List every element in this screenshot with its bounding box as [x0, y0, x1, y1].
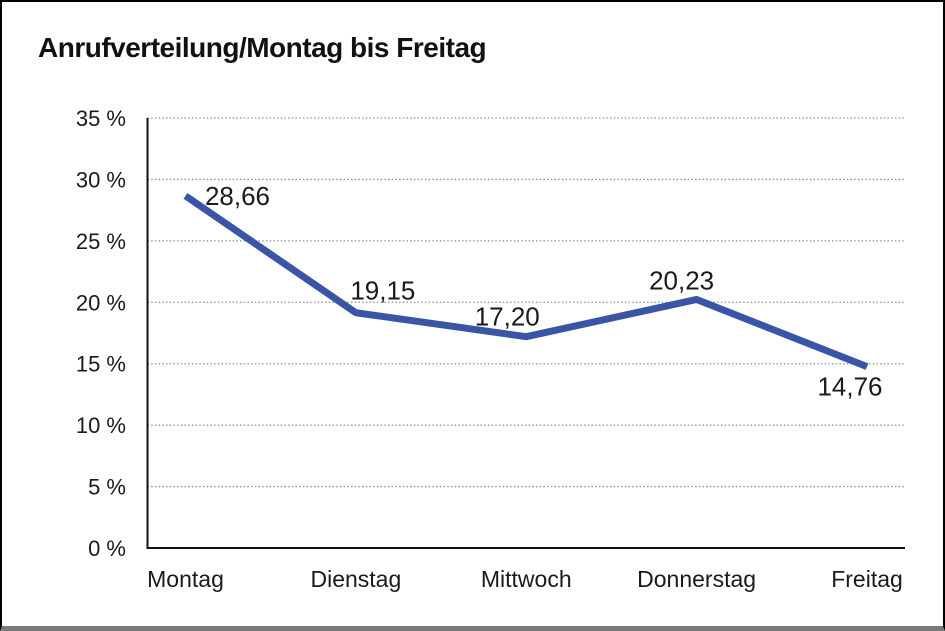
y-tick-label: 10 % — [76, 413, 126, 438]
data-point-label: 28,66 — [205, 181, 270, 211]
data-point-label: 17,20 — [475, 302, 540, 332]
x-category-label: Donnerstag — [637, 566, 756, 592]
x-category-label: Montag — [147, 566, 224, 592]
series-layer — [183, 193, 869, 370]
x-category-label: Freitag — [831, 566, 903, 592]
series-line — [183, 193, 869, 370]
y-tick-label: 0 % — [88, 536, 126, 561]
data-point-label: 14,76 — [817, 372, 882, 402]
y-tick-label: 20 % — [76, 290, 126, 315]
gridlines — [147, 117, 905, 488]
data-point-label: 19,15 — [350, 276, 415, 306]
data-point-label: 20,23 — [649, 265, 714, 295]
x-category-label: Dienstag — [310, 566, 401, 592]
x-axis-category-labels: Montag Dienstag Mittwoch Donnerstag Freitag — [147, 566, 903, 592]
axes — [146, 118, 905, 549]
data-point-labels: 28,66 19,15 17,20 20,23 14,76 — [205, 181, 883, 402]
chart-title: Anrufverteilung/Montag bis Freitag — [38, 32, 487, 63]
y-tick-label: 5 % — [88, 475, 126, 500]
y-tick-label: 25 % — [76, 229, 126, 254]
y-axis-tick-labels: 0 % 5 % 10 % 15 % 20 % 25 % 30 % 35 % — [76, 106, 126, 561]
y-tick-label: 15 % — [76, 352, 126, 377]
axis-lines — [146, 118, 905, 549]
x-category-label: Mittwoch — [481, 566, 572, 592]
y-tick-label: 30 % — [76, 167, 126, 192]
y-tick-label: 35 % — [76, 106, 126, 131]
